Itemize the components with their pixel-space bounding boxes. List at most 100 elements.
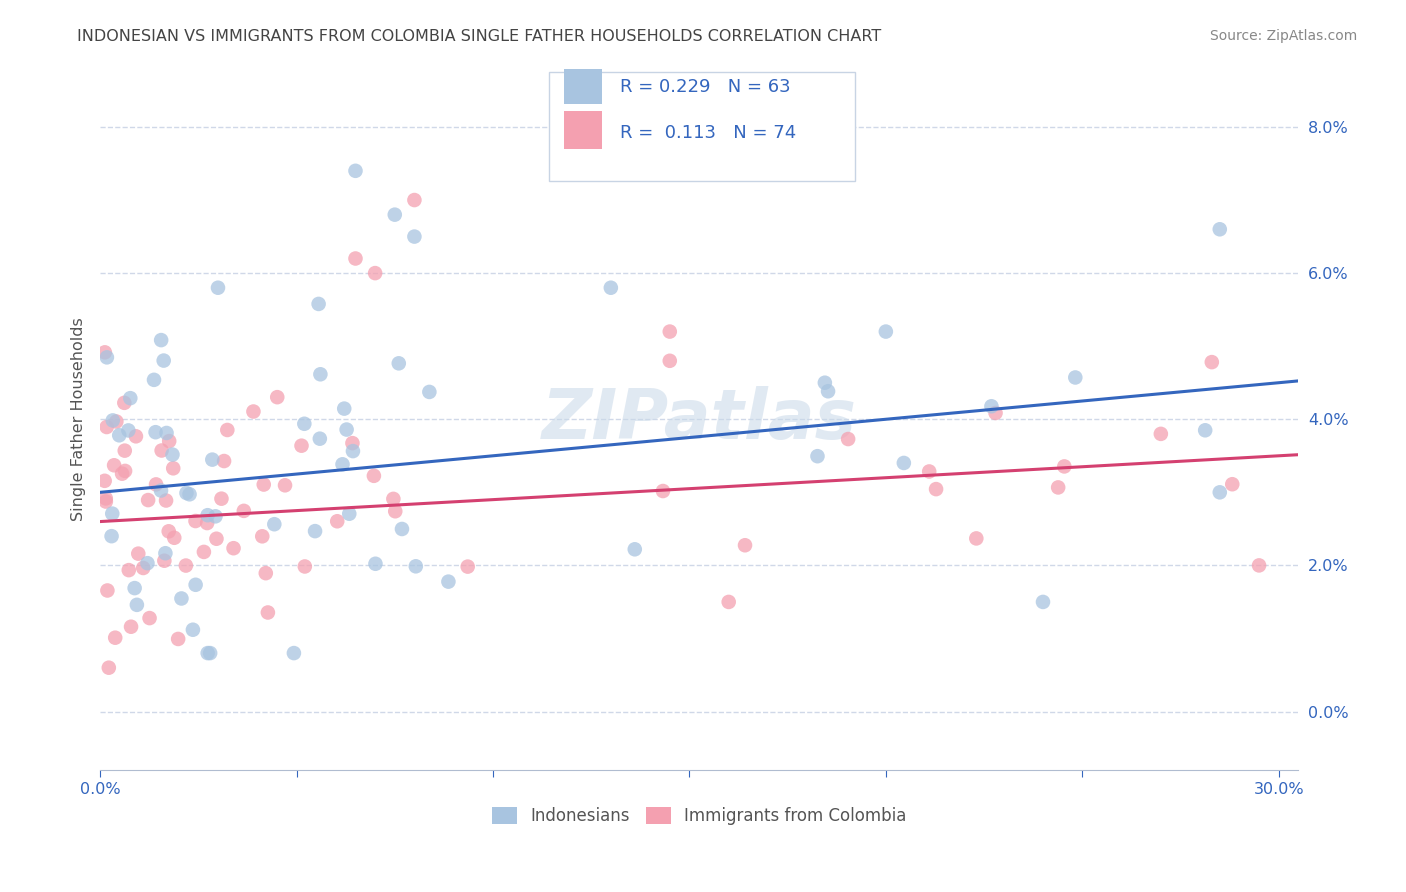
Point (136, 556, 159, 570)
Point (167, 632, 190, 646)
Point (364, 557, 387, 571)
Point (283, 646, 305, 660)
Point (101, 507, 124, 521)
Point (817, 384, 839, 399)
Y-axis label: Single Father Households: Single Father Households (72, 318, 86, 521)
Point (336, 423, 359, 437)
Point (150, 483, 173, 498)
Point (157, 524, 180, 539)
Text: R = 0.229   N = 63: R = 0.229 N = 63 (620, 78, 790, 96)
Point (93, 474, 115, 488)
Point (893, 456, 915, 470)
Point (179, 487, 201, 501)
Point (157, 434, 180, 448)
Point (290, 439, 312, 453)
Point (308, 297, 330, 311)
Point (266, 390, 288, 404)
Point (1220, 477, 1243, 491)
Point (1150, 426, 1173, 441)
Point (1047, 480, 1070, 494)
Point (138, 611, 160, 625)
Point (117, 424, 139, 438)
Point (254, 566, 277, 581)
Text: ZIPatlas: ZIPatlas (541, 385, 856, 453)
Point (257, 606, 280, 620)
Point (344, 252, 367, 266)
Point (120, 391, 142, 405)
Point (875, 325, 897, 339)
Point (457, 559, 479, 574)
Point (111, 467, 134, 481)
Point (599, 281, 621, 295)
Point (204, 509, 226, 524)
Point (197, 508, 219, 523)
Point (294, 559, 316, 574)
Point (333, 401, 356, 416)
Point (100, 529, 122, 543)
Point (326, 514, 349, 528)
FancyBboxPatch shape (564, 65, 602, 103)
Point (118, 563, 141, 577)
Point (623, 542, 645, 557)
Point (658, 325, 681, 339)
Point (114, 464, 136, 478)
Text: R =  0.113   N = 74: R = 0.113 N = 74 (620, 124, 796, 142)
Point (404, 193, 426, 207)
Point (1032, 595, 1054, 609)
Point (184, 514, 207, 528)
Point (344, 164, 367, 178)
Point (96, 351, 118, 365)
Point (94, 345, 117, 359)
Point (195, 516, 218, 530)
Point (207, 281, 229, 295)
FancyBboxPatch shape (550, 72, 855, 181)
Point (837, 432, 859, 446)
Point (162, 461, 184, 475)
Point (342, 444, 364, 458)
Point (155, 546, 177, 560)
Point (1201, 355, 1223, 369)
Point (124, 581, 146, 595)
Point (274, 478, 297, 492)
Point (212, 454, 235, 468)
Text: INDONESIAN VS IMMIGRANTS FROM COLOMBIA SINGLE FATHER HOUSEHOLDS CORRELATION CHAR: INDONESIAN VS IMMIGRANTS FROM COLOMBIA S… (77, 29, 882, 44)
Point (197, 646, 219, 660)
Point (193, 545, 215, 559)
Point (253, 477, 276, 491)
Point (163, 531, 186, 545)
Point (384, 208, 406, 222)
Point (97, 661, 120, 675)
Point (136, 493, 159, 508)
Point (94, 491, 117, 506)
Point (125, 429, 148, 443)
Point (437, 574, 460, 589)
Point (152, 353, 174, 368)
Point (384, 504, 406, 518)
Point (364, 266, 387, 280)
Point (363, 468, 385, 483)
Legend: Indonesians, Immigrants from Colombia: Indonesians, Immigrants from Colombia (492, 806, 907, 825)
Point (153, 554, 176, 568)
Point (652, 483, 675, 498)
Point (332, 458, 354, 472)
Point (181, 623, 204, 637)
Text: Source: ZipAtlas.com: Source: ZipAtlas.com (1209, 29, 1357, 43)
Point (925, 482, 948, 496)
Point (405, 559, 427, 574)
Point (143, 373, 166, 387)
Point (814, 376, 837, 390)
Point (176, 486, 198, 500)
Point (1209, 222, 1232, 236)
Point (263, 517, 285, 532)
Point (101, 413, 124, 427)
Point (1209, 485, 1232, 500)
Point (184, 578, 207, 592)
Point (120, 620, 142, 634)
Point (1053, 459, 1076, 474)
Point (150, 333, 173, 347)
Point (242, 404, 264, 418)
Point (127, 547, 149, 561)
Point (205, 532, 228, 546)
Point (105, 415, 128, 429)
Point (108, 428, 131, 442)
